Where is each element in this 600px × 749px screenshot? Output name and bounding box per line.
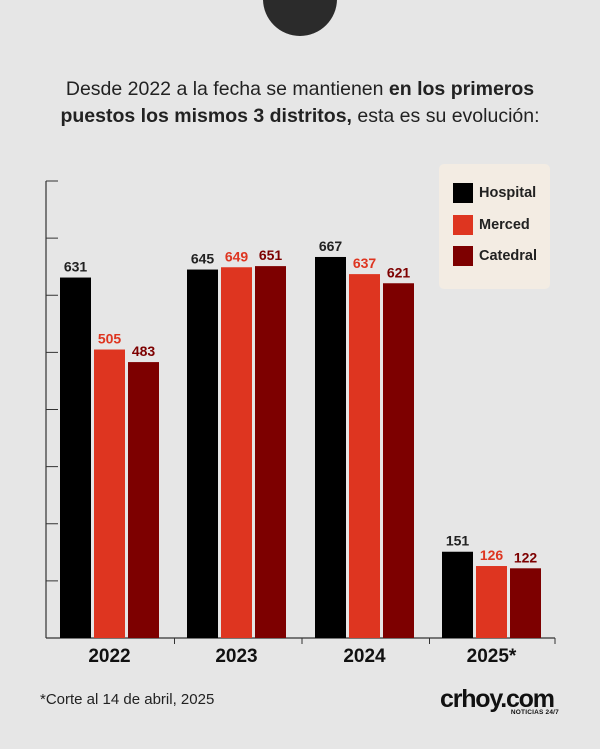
- bar-merced-2025*: [476, 566, 507, 638]
- crhoy-logo: crhoy.com NOTICIAS 24/7: [440, 685, 565, 717]
- legend-label-merced: Merced: [479, 217, 530, 233]
- legend-item-catedral: Catedral: [453, 245, 537, 267]
- legend: Hospital Merced Catedral: [439, 164, 550, 289]
- legend-swatch-merced: [453, 215, 473, 235]
- headline-bold: en los primeros puestos los mismos 3 dis…: [60, 78, 535, 127]
- data-label-merced-2025*: 126: [480, 547, 504, 563]
- data-label-catedral-2022: 483: [132, 343, 156, 359]
- data-label-catedral-2025*: 122: [514, 549, 538, 565]
- data-label-merced-2022: 505: [98, 331, 122, 347]
- data-label-catedral-2024: 621: [387, 264, 411, 280]
- legend-label-catedral: Catedral: [479, 248, 538, 264]
- data-label-catedral-2023: 651: [259, 247, 283, 263]
- logo-brand: crhoy.com: [440, 685, 555, 713]
- bar-merced-2024: [349, 274, 380, 638]
- legend-item-merced: Merced: [453, 214, 530, 236]
- legend-swatch-catedral: [453, 246, 473, 266]
- data-label-hospital-2022: 631: [64, 259, 88, 275]
- data-label-merced-2023: 649: [225, 248, 249, 264]
- logo-tagline: NOTICIAS 24/7: [510, 709, 559, 716]
- footnote: *Corte al 14 de abril, 2025: [40, 691, 215, 708]
- legend-item-hospital: Hospital: [453, 182, 536, 204]
- bar-hospital-2024: [315, 256, 346, 638]
- bar-catedral-2025*: [510, 568, 541, 638]
- data-label-merced-2024: 637: [353, 255, 377, 271]
- x-tick-label-2023: 2023: [215, 646, 257, 667]
- x-tick-label-2024: 2024: [343, 646, 386, 667]
- data-label-hospital-2025*: 151: [446, 533, 470, 549]
- headline-part2: esta es su evolución:: [351, 105, 540, 127]
- bar-merced-2022: [94, 349, 125, 638]
- headline: Desde 2022 a la fecha se mantienen en lo…: [40, 76, 560, 130]
- x-tick-label-2022: 2022: [88, 646, 130, 667]
- bar-catedral-2023: [255, 266, 286, 638]
- legend-swatch-hospital: [453, 183, 473, 203]
- bar-hospital-2023: [187, 269, 218, 638]
- headline-part1: Desde 2022 a la fecha se mantienen: [65, 78, 389, 100]
- data-label-hospital-2024: 667: [319, 238, 343, 254]
- bar-merced-2023: [221, 267, 252, 638]
- bar-catedral-2022: [128, 362, 159, 638]
- bar-hospital-2025*: [442, 551, 473, 638]
- x-tick-label-2025*: 2025*: [467, 646, 517, 667]
- bar-catedral-2024: [383, 283, 414, 638]
- legend-label-hospital: Hospital: [479, 185, 537, 201]
- bar-hospital-2022: [60, 277, 91, 638]
- data-label-hospital-2023: 645: [191, 251, 215, 267]
